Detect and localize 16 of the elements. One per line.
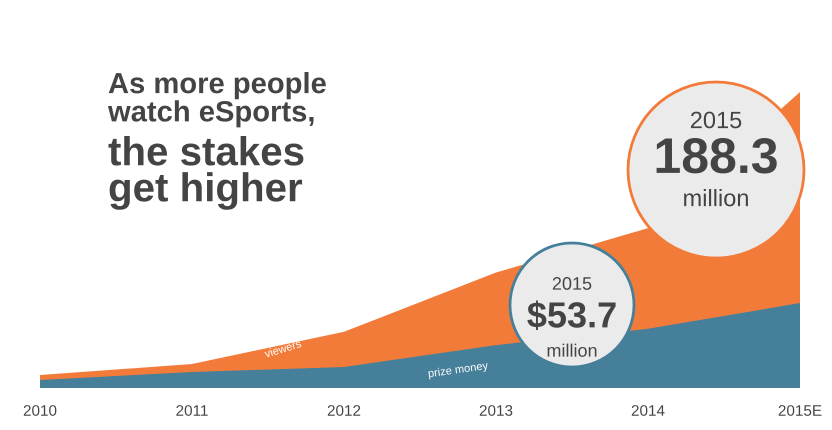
annotation: 188.3 <box>656 138 777 174</box>
annotation: $53.7 <box>527 300 616 330</box>
chart-title: As more people watch eSports, <box>108 72 326 128</box>
x-tick-label: 2012 <box>328 405 360 416</box>
annotation: million <box>684 188 748 206</box>
x-tick-label: 2010 <box>24 405 56 416</box>
annotation: 2015 <box>690 112 742 128</box>
series-label: viewers <box>264 339 302 358</box>
x-tick-label: 2013 <box>480 405 512 416</box>
x-tick-label: 2014 <box>632 405 665 416</box>
text: the stakes get higher <box>108 136 304 210</box>
series-label: prize money <box>428 360 489 380</box>
annotation: 2015 <box>552 277 592 290</box>
x-tick-label: 2011 <box>176 405 208 416</box>
x-tick-label: 2015E <box>778 405 822 416</box>
annotation: million <box>548 344 596 357</box>
